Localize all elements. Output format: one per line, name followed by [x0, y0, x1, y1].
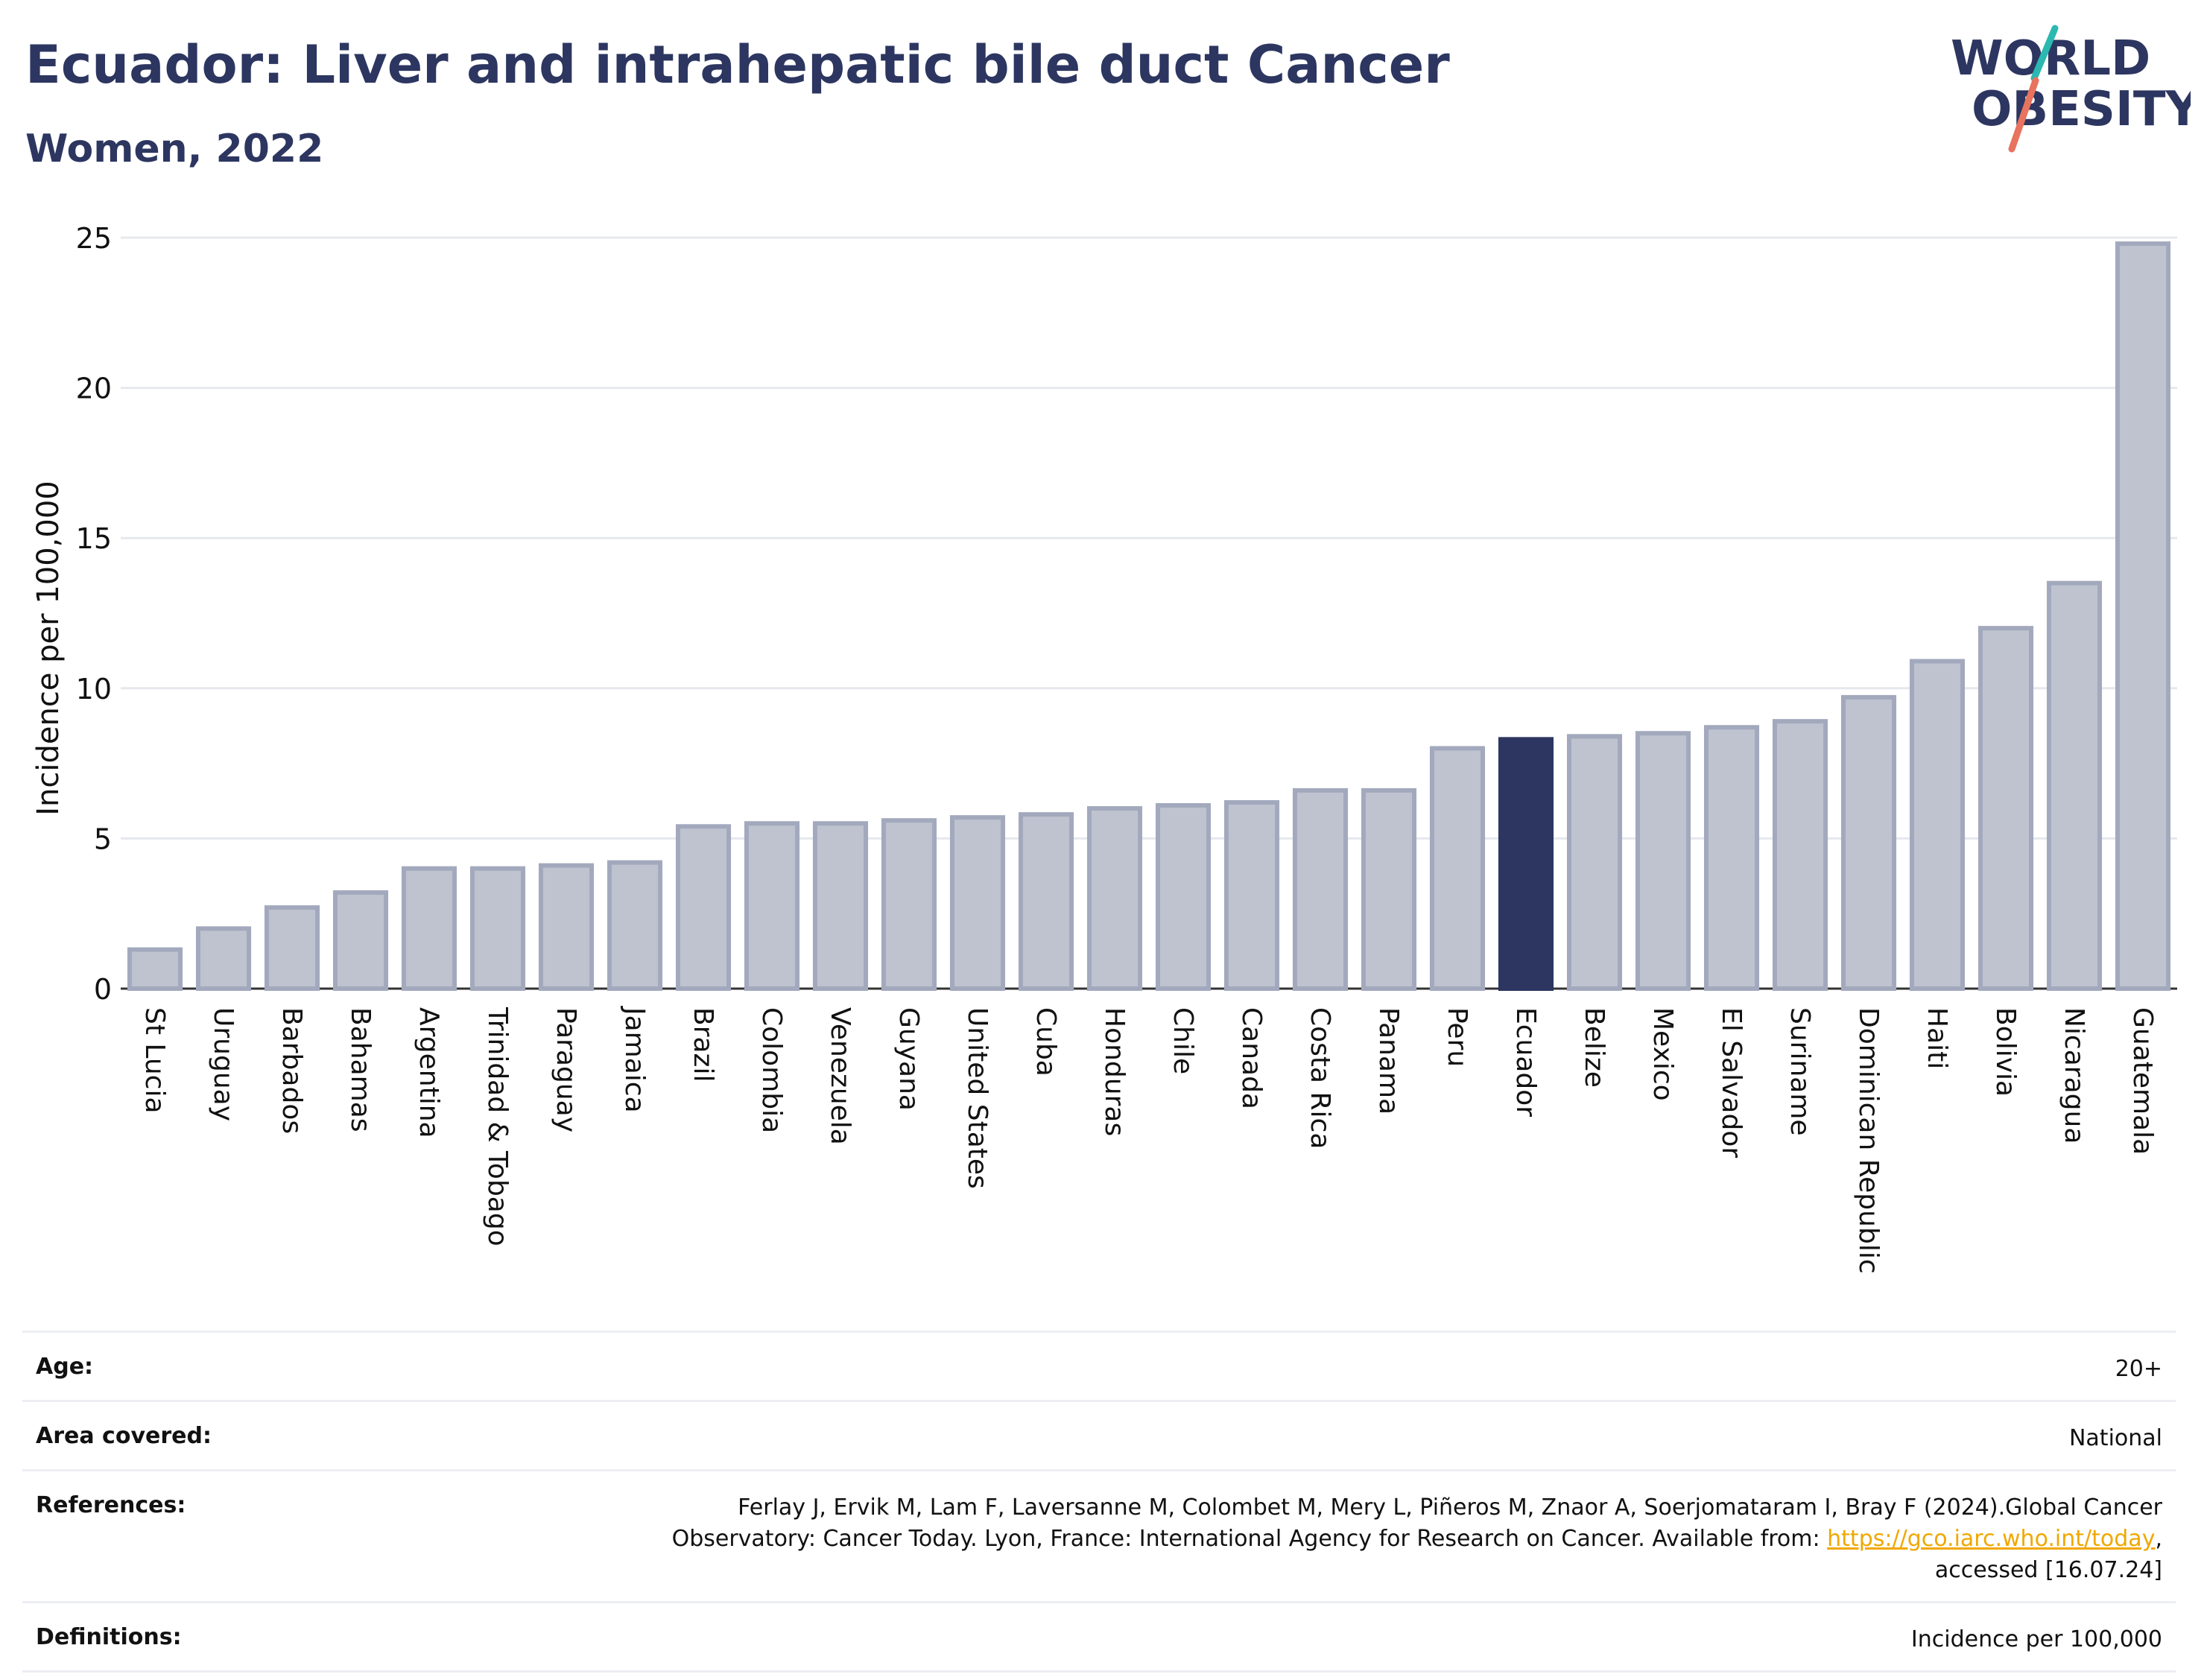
reference-accessed: , accessed [16.07.24]	[1934, 1526, 2162, 1583]
bar-chile	[1155, 803, 1212, 991]
x-tick-label: Belize	[1579, 1007, 1609, 1088]
gridlines	[121, 236, 2177, 990]
logo-slash-coral	[2008, 77, 2039, 153]
bar-mexico	[1635, 731, 1691, 992]
bar-bahamas	[332, 890, 389, 991]
x-tick-label: Dominican Republic	[1853, 1007, 1884, 1274]
y-tick-label: 20	[76, 373, 112, 405]
info-label-age: Age:	[36, 1354, 94, 1380]
x-tick-label: St Lucia	[139, 1007, 170, 1114]
x-tick-label: El Salvador	[1716, 1007, 1747, 1158]
y-axis-label: Incidence per 100,000	[31, 481, 66, 816]
bar-colombia	[744, 821, 800, 991]
x-tick-label: Brazil	[688, 1007, 718, 1082]
x-tick-label: Suriname	[1785, 1007, 1815, 1136]
bar-panama	[1361, 787, 1417, 991]
reference-link[interactable]: https://gco.iarc.who.int/today	[1827, 1526, 2156, 1552]
x-tick-label: Guyana	[893, 1007, 924, 1111]
info-value-age: 20+	[2115, 1356, 2162, 1382]
bar-uruguay	[195, 926, 252, 991]
info-value-references: Ferlay J, Ervik M, Lam F, Laversanne M, …	[598, 1492, 2162, 1586]
info-label-area: Area covered:	[36, 1423, 212, 1449]
bar-guyana	[881, 818, 937, 992]
x-tick-label: Honduras	[1099, 1007, 1130, 1136]
bar-peru	[1429, 746, 1486, 991]
y-tick-label: 25	[76, 222, 112, 255]
info-value-area: National	[2068, 1425, 2162, 1451]
y-tick-label: 5	[94, 822, 112, 855]
bar-jamaica	[607, 860, 663, 991]
x-tick-label: Peru	[1442, 1007, 1472, 1067]
logo-slash-teal	[2030, 25, 2059, 82]
x-tick-label: Nicaragua	[2059, 1007, 2089, 1144]
x-tick-label: Ecuador	[1510, 1007, 1541, 1117]
x-tick-label: Canada	[1236, 1007, 1267, 1109]
y-tick-label: 0	[94, 973, 112, 1006]
bar-suriname	[1772, 719, 1828, 991]
x-tick-label: Colombia	[756, 1007, 787, 1133]
chart-title: Ecuador: Liver and intrahepatic bile duc…	[25, 34, 1450, 95]
x-tick-label: Cuba	[1030, 1007, 1061, 1077]
info-row-age: Age: 20+	[22, 1331, 2176, 1400]
bar-chart: 0 5 10 15 20 25 St Lucia Uruguay Barbados Bahama…	[31, 222, 2177, 1274]
x-tick-label: Argentina	[414, 1007, 444, 1138]
y-tick-label: 10	[76, 673, 112, 706]
x-tick-label: Paraguay	[551, 1007, 581, 1132]
x-tick-label: Costa Rica	[1305, 1007, 1335, 1149]
bar-venezuela	[812, 821, 869, 991]
bar-united-states	[949, 815, 1006, 992]
x-tick-label: Mexico	[1647, 1007, 1678, 1101]
info-table: Age: 20+ Area covered: National Referenc…	[22, 1331, 2176, 1673]
bar-ecuador	[1498, 737, 1554, 991]
bar-honduras	[1086, 806, 1143, 991]
x-tick-label: Bolivia	[1990, 1007, 2021, 1097]
info-row-area: Area covered: National	[22, 1400, 2176, 1469]
x-tick-label: Trinidad & Tobago	[482, 1007, 513, 1246]
x-tick-label: Uruguay	[208, 1007, 238, 1121]
reference-text: Ferlay J, Ervik M, Lam F, Laversanne M, …	[671, 1494, 2162, 1552]
bar-belize	[1566, 734, 1623, 991]
bar-cuba	[1018, 812, 1074, 992]
bar-brazil	[675, 824, 732, 991]
info-row-references: References: Ferlay J, Ervik M, Lam F, La…	[22, 1469, 2176, 1601]
x-tick-label: Panama	[1373, 1007, 1404, 1115]
bar-dominican-republic	[1840, 694, 1897, 991]
world-obesity-logo: WORLD OBESITY	[1951, 25, 2191, 153]
y-tick-label: 15	[76, 522, 112, 555]
bar-barbados	[264, 905, 320, 991]
x-tick-label: Jamaica	[619, 1006, 650, 1113]
bar-costa-rica	[1292, 787, 1349, 991]
x-axis-ticks: St Lucia Uruguay Barbados Bahamas Argentina T…	[139, 1006, 2158, 1274]
y-axis-ticks: 0 5 10 15 20 25	[76, 222, 112, 1006]
x-tick-label: Guatemala	[2127, 1007, 2158, 1155]
info-label-references: References:	[36, 1492, 186, 1518]
info-value-definitions: Incidence per 100,000	[1910, 1626, 2162, 1652]
chart-subtitle: Women, 2022	[25, 127, 324, 171]
x-tick-label: Bahamas	[345, 1007, 376, 1132]
bar-argentina	[401, 866, 457, 991]
bar-bolivia	[1977, 626, 2034, 991]
bar-haiti	[1909, 659, 1966, 992]
x-tick-label: Haiti	[1922, 1007, 1952, 1069]
info-row-definitions: Definitions: Incidence per 100,000	[22, 1601, 2176, 1673]
bar-paraguay	[538, 863, 595, 991]
x-tick-label: Chile	[1168, 1007, 1198, 1074]
bar-guatemala	[2115, 241, 2171, 991]
info-label-definitions: Definitions:	[36, 1624, 182, 1650]
bar-trinidad-tobago	[469, 866, 526, 991]
x-tick-label: United States	[962, 1007, 992, 1189]
bars	[127, 241, 2171, 992]
bar-nicaragua	[2046, 580, 2103, 991]
x-tick-label: Barbados	[276, 1007, 307, 1134]
bar-canada	[1223, 800, 1280, 991]
x-tick-label: Venezuela	[825, 1007, 855, 1145]
logo-line2: OBESITY	[1972, 82, 2191, 137]
bar-el-salvador	[1703, 725, 1760, 991]
bar-st-lucia	[127, 947, 183, 991]
